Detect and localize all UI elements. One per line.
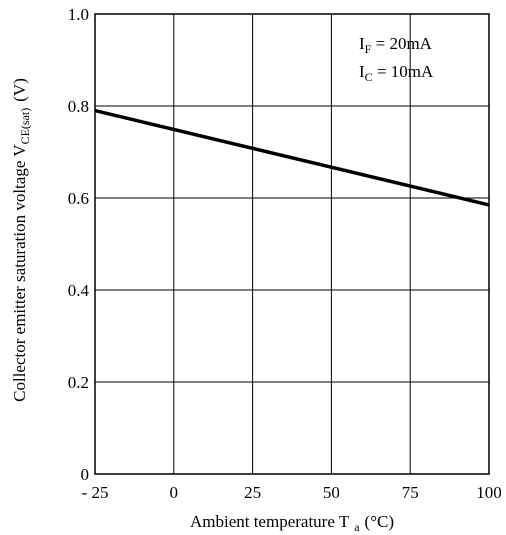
y-tick-label: 0.4 <box>68 281 90 300</box>
annotation-if: IF = 20mA <box>359 34 433 56</box>
series-layer <box>94 108 490 207</box>
series-line-0 <box>94 108 490 207</box>
y-tick-labels: 0 0.2 0.4 0.6 0.8 1.0 <box>68 5 90 484</box>
x-tick-label: 50 <box>323 483 340 502</box>
x-tick-label: 0 <box>170 483 179 502</box>
x-tick-label: 75 <box>402 483 419 502</box>
x-tick-labels: - 25 0 25 50 75 100 <box>82 483 502 502</box>
y-tick-label: 0.8 <box>68 97 89 116</box>
y-axis-title: Collector emitter saturation voltage VCE… <box>10 78 32 402</box>
y-tick-label: 0.6 <box>68 189 89 208</box>
y-tick-label: 1.0 <box>68 5 89 24</box>
y-tick-label: 0.2 <box>68 373 89 392</box>
x-tick-label: 25 <box>244 483 261 502</box>
grid <box>94 13 490 475</box>
x-tick-label: - 25 <box>82 483 109 502</box>
annotation-ic: IC = 10mA <box>359 62 434 84</box>
plot-frame <box>94 13 490 475</box>
y-tick-label: 0 <box>81 465 90 484</box>
x-tick-label: 100 <box>476 483 502 502</box>
